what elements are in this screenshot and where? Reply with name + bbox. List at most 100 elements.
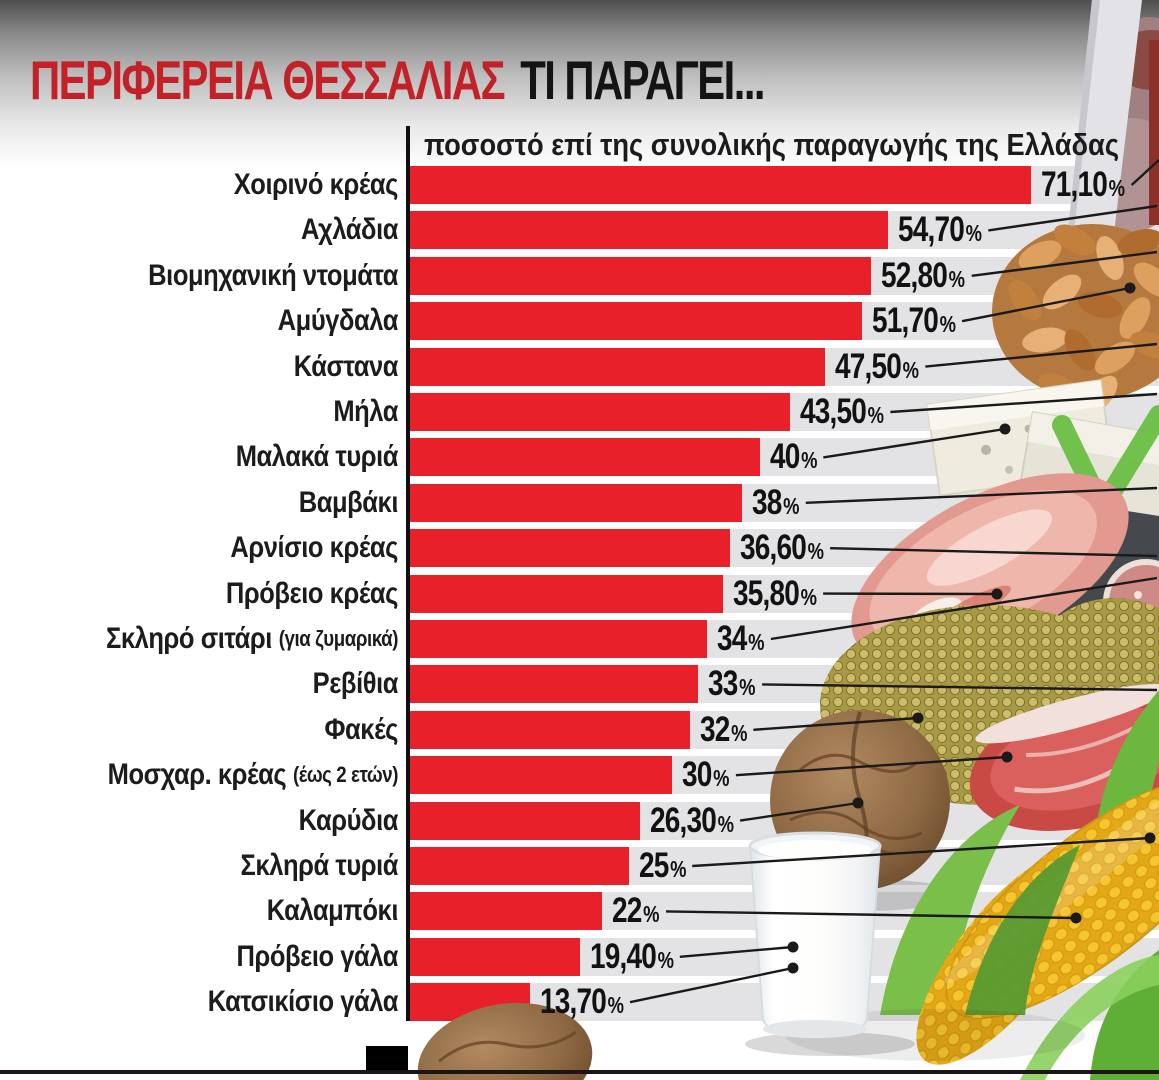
knife-blade-photo: [1066, 0, 1142, 250]
bar: [410, 892, 602, 931]
category-label: Φακές: [324, 712, 399, 746]
percent-sign: %: [739, 674, 756, 701]
percent-sign: %: [867, 402, 884, 428]
value-label: 35,80%: [733, 574, 817, 613]
category-note: (έως 2 ετών): [292, 762, 398, 788]
bar: [410, 937, 580, 976]
callout-line: [665, 910, 1077, 920]
callout-line: [762, 683, 1158, 692]
title-region: ΠΕΡΙΦΕΡΕΙΑ ΘΕΣΣΑΛΙΑΣ: [30, 49, 506, 111]
corn-cob-photo: [916, 774, 1159, 1080]
callout-dot: [852, 797, 864, 809]
percent-sign: %: [717, 810, 734, 837]
percent-sign: %: [939, 311, 956, 338]
callout-line: [925, 342, 1158, 368]
category-label: Κάστανα: [293, 349, 399, 383]
value-label: 13,70%: [540, 983, 624, 1021]
bar: [410, 438, 760, 477]
value-label: 52,80%: [881, 256, 965, 295]
header-gradient: [0, 0, 1159, 168]
callout-line: [679, 945, 794, 958]
callout-dot: [991, 588, 1003, 600]
percent-sign: %: [965, 220, 982, 247]
category-label: Αμύγδαλα: [277, 304, 399, 338]
percent-sign: %: [669, 856, 686, 882]
category-label: Χοιρινό κρέας: [233, 168, 399, 201]
callout-line: [735, 755, 1008, 777]
callout-dot: [1144, 832, 1156, 844]
percent-sign: %: [657, 946, 673, 973]
footer-rule: [0, 1070, 1159, 1074]
bar: [410, 211, 888, 250]
percent-sign: %: [800, 447, 817, 474]
callout-dot: [787, 941, 799, 953]
callout-dot: [1001, 751, 1013, 763]
value-label: 36,60%: [740, 529, 824, 567]
category-label: Κατσικίσιο γάλα: [207, 985, 399, 1019]
callout-line: [739, 801, 859, 822]
percent-sign: %: [783, 492, 799, 519]
percent-sign: %: [607, 992, 623, 1019]
bar: [410, 256, 871, 295]
bar: [410, 665, 698, 704]
callout-dot: [787, 962, 799, 974]
percent-sign: %: [643, 901, 659, 928]
category-label: Αρνίσιο κρέας: [230, 531, 398, 565]
value-label: 34%: [717, 620, 765, 658]
bar: [410, 620, 707, 658]
chart-subtitle: ποσοστό επί της συνολικής παραγωγής της …: [424, 127, 1120, 162]
percent-sign: %: [713, 765, 729, 792]
value-label: 40%: [770, 438, 818, 476]
percent-sign: %: [800, 583, 817, 610]
bar: [410, 847, 629, 885]
callout-dot: [999, 423, 1011, 435]
category-label: Βιομηχανική ντομάτα: [148, 258, 398, 292]
value-label: 71,10%: [1041, 166, 1125, 204]
callout-line: [629, 966, 794, 1004]
value-label: 38%: [752, 483, 800, 522]
bar: [410, 166, 1031, 204]
value-label: 22%: [612, 892, 660, 930]
percent-sign: %: [730, 719, 747, 746]
percent-sign: %: [748, 629, 764, 655]
callout-line: [830, 547, 1158, 558]
category-label: Αχλάδια: [301, 213, 398, 247]
title-suffix: ΤΙ ΠΑΡΑΓΕΙ...: [520, 49, 765, 111]
callout-line: [805, 486, 1158, 504]
value-label: 51,70%: [872, 302, 956, 340]
category-label: Ρεβίθια: [312, 667, 399, 701]
bar: [410, 574, 723, 613]
category-label: Πρόβειο κρέας: [225, 576, 399, 610]
percent-sign: %: [807, 538, 824, 565]
callout-line: [692, 836, 1151, 868]
callout-dot: [1124, 282, 1136, 294]
bar: [410, 393, 790, 431]
category-label: Καρύδια: [298, 803, 399, 837]
category-label: Σκληρό σιτάρι (για ζυμαρικά): [105, 622, 398, 655]
chart-axis-line: [406, 126, 410, 1021]
callout-line: [988, 204, 1158, 232]
value-label: 32%: [700, 710, 748, 749]
value-label: 30%: [682, 756, 730, 794]
callout-line: [971, 250, 1158, 277]
callout-line: [770, 576, 1158, 641]
category-label: Βαμβάκι: [298, 485, 399, 519]
value-label: 33%: [708, 665, 756, 703]
category-label: Μοσχαρ. κρέας (έως 2 ετών): [107, 758, 399, 792]
footer-marker-square: [366, 1046, 408, 1070]
value-label: 19,40%: [590, 937, 674, 976]
walnut-bottom-photo: [417, 1002, 593, 1080]
milk-glass-photo: [745, 831, 1085, 1061]
category-label: Σκληρά τυριά: [240, 849, 399, 882]
page-title: ΠΕΡΙΦΕΡΕΙΑ ΘΕΣΣΑΛΙΑΣ ΤΙ ΠΑΡΑΓΕΙ...: [30, 48, 766, 112]
value-label: 47,50%: [835, 347, 919, 386]
percent-sign: %: [949, 265, 965, 292]
value-label: 43,50%: [800, 393, 884, 431]
callout-line: [1130, 159, 1159, 186]
category-label: Μαλακά τυριά: [235, 440, 399, 474]
callout-line: [961, 286, 1131, 323]
bar: [410, 302, 862, 341]
callout-line: [823, 427, 1006, 459]
